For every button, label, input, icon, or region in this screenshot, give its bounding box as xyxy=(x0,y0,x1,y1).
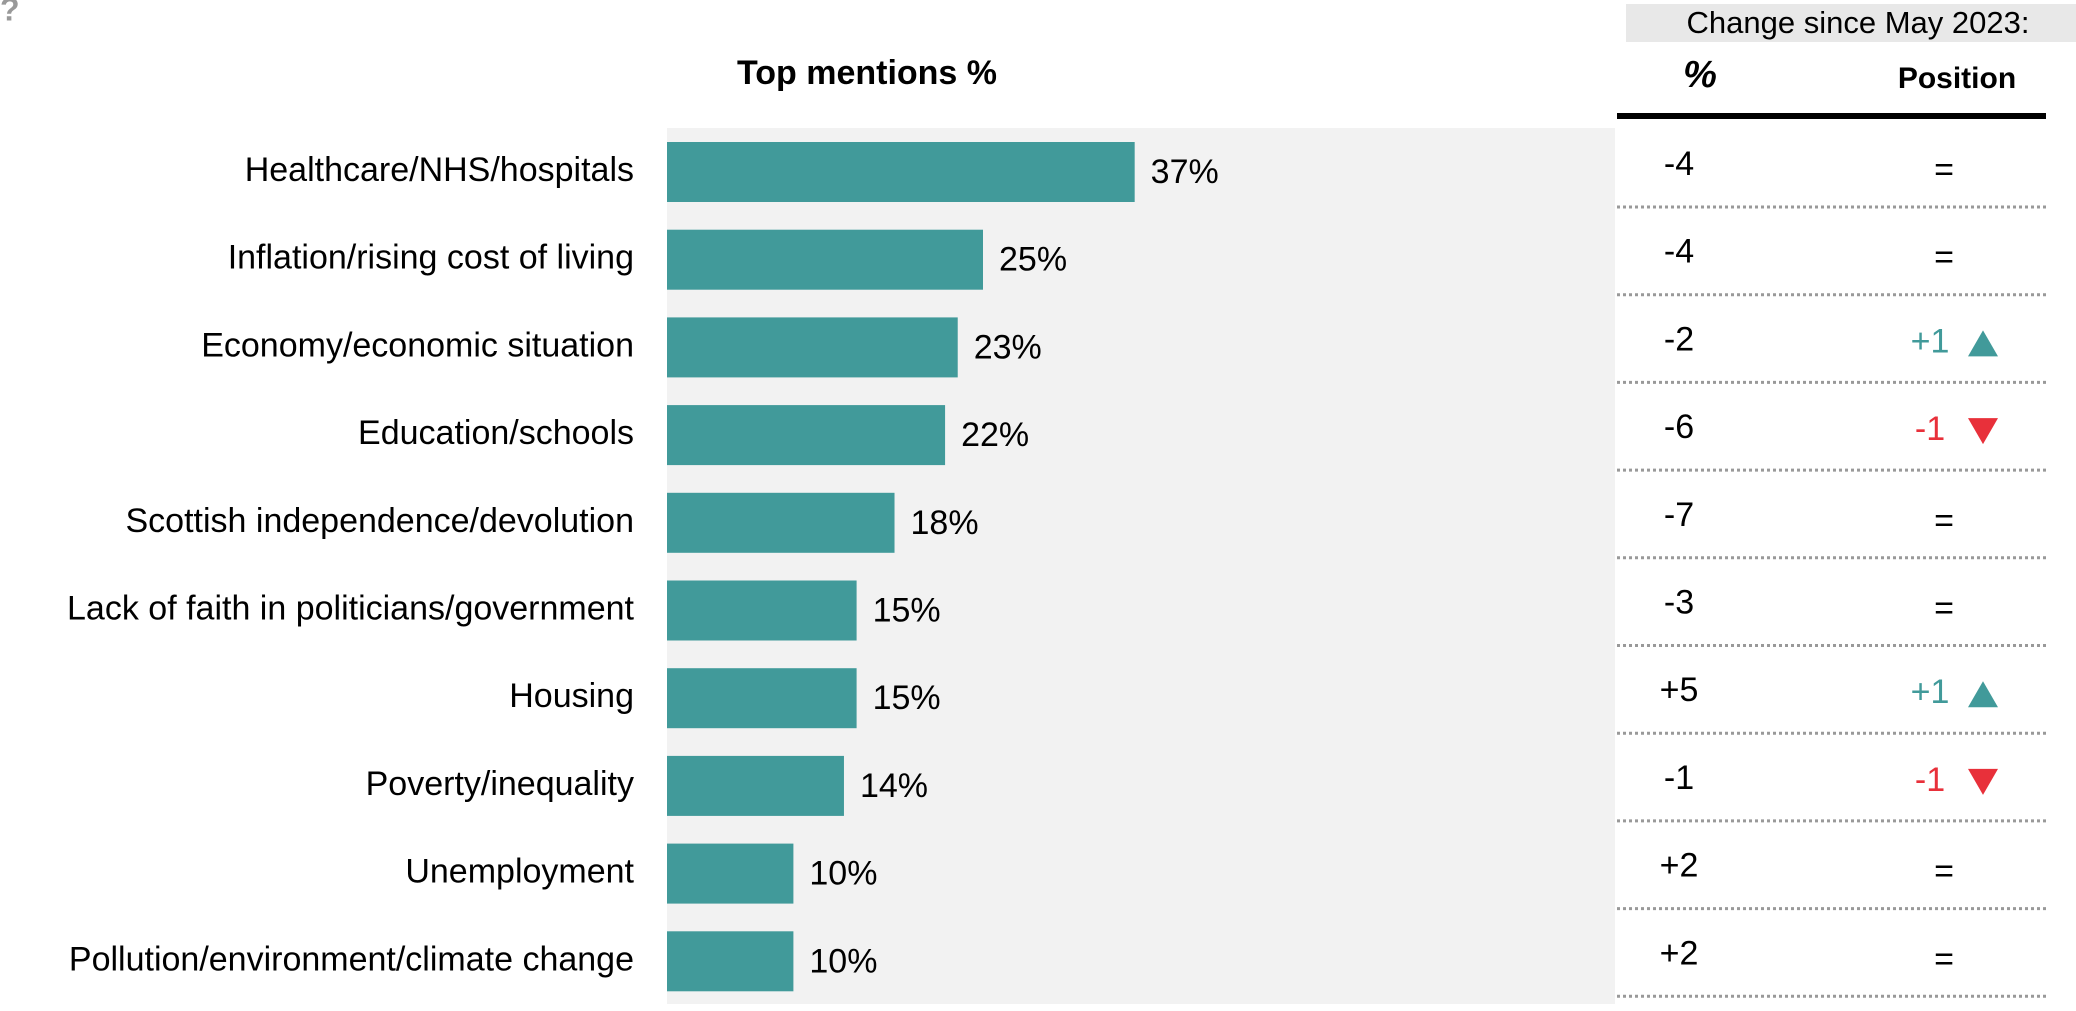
change-value: +2 xyxy=(1660,847,1699,885)
down-arrow xyxy=(1968,418,1998,445)
position-change: +1 xyxy=(1911,673,1950,711)
category-label: Lack of faith in politicians/government xyxy=(67,589,635,627)
change-value: -3 xyxy=(1664,583,1694,621)
value-label: 10% xyxy=(809,942,877,980)
value-label: 14% xyxy=(860,767,928,805)
up-arrow xyxy=(1968,681,1998,708)
change-value: -7 xyxy=(1664,496,1694,534)
change-value: -4 xyxy=(1664,145,1694,183)
value-label: 10% xyxy=(809,855,877,893)
value-label: 15% xyxy=(873,679,941,717)
category-label: Pollution/environment/climate change xyxy=(69,940,634,978)
position-change: -1 xyxy=(1915,761,1945,799)
change-value: +5 xyxy=(1660,671,1699,709)
bar xyxy=(667,931,794,992)
bar xyxy=(667,843,794,904)
down-arrow xyxy=(1968,768,1998,795)
column-header: Position xyxy=(1898,62,2016,95)
category-label: Scottish independence/devolution xyxy=(126,502,635,540)
value-label: 25% xyxy=(999,241,1067,279)
category-label: Unemployment xyxy=(405,853,634,891)
position-change: = xyxy=(1934,502,1954,540)
table-header: Change since May 2023: xyxy=(1687,5,2030,40)
change-value: +2 xyxy=(1660,934,1699,972)
chart-title: Top mentions % xyxy=(737,54,997,92)
up-arrow xyxy=(1968,330,1998,357)
category-label: Poverty/inequality xyxy=(366,765,634,803)
category-label: Economy/economic situation xyxy=(201,326,634,364)
column-header: % xyxy=(1683,54,1717,96)
bar xyxy=(667,580,857,641)
header-box xyxy=(1626,4,2076,42)
position-change: = xyxy=(1934,589,1954,627)
value-label: 23% xyxy=(974,328,1042,366)
change-value: -4 xyxy=(1664,233,1694,271)
category-label: Education/schools xyxy=(358,414,634,452)
position-change: = xyxy=(1934,853,1954,891)
bar xyxy=(667,755,844,816)
change-value: -6 xyxy=(1664,408,1694,446)
bar xyxy=(667,317,958,378)
bar xyxy=(667,142,1135,202)
category-label: Inflation/rising cost of living xyxy=(228,239,634,277)
corner-mark: ? xyxy=(0,0,20,27)
position-change: = xyxy=(1934,940,1954,978)
value-label: 18% xyxy=(911,504,979,542)
change-value: -1 xyxy=(1664,759,1694,797)
value-label: 15% xyxy=(873,591,941,629)
category-label: Healthcare/NHS/hospitals xyxy=(245,151,634,189)
value-label: 37% xyxy=(1151,153,1219,191)
bar xyxy=(667,405,946,466)
bar xyxy=(667,229,983,290)
position-change: = xyxy=(1934,239,1954,277)
position-change: = xyxy=(1934,151,1954,189)
bar xyxy=(667,492,895,553)
change-value: -2 xyxy=(1664,320,1694,358)
position-change: -1 xyxy=(1915,410,1945,448)
bar xyxy=(667,668,857,729)
position-change: +1 xyxy=(1911,322,1950,360)
value-label: 22% xyxy=(961,416,1029,454)
category-label: Housing xyxy=(509,677,634,715)
